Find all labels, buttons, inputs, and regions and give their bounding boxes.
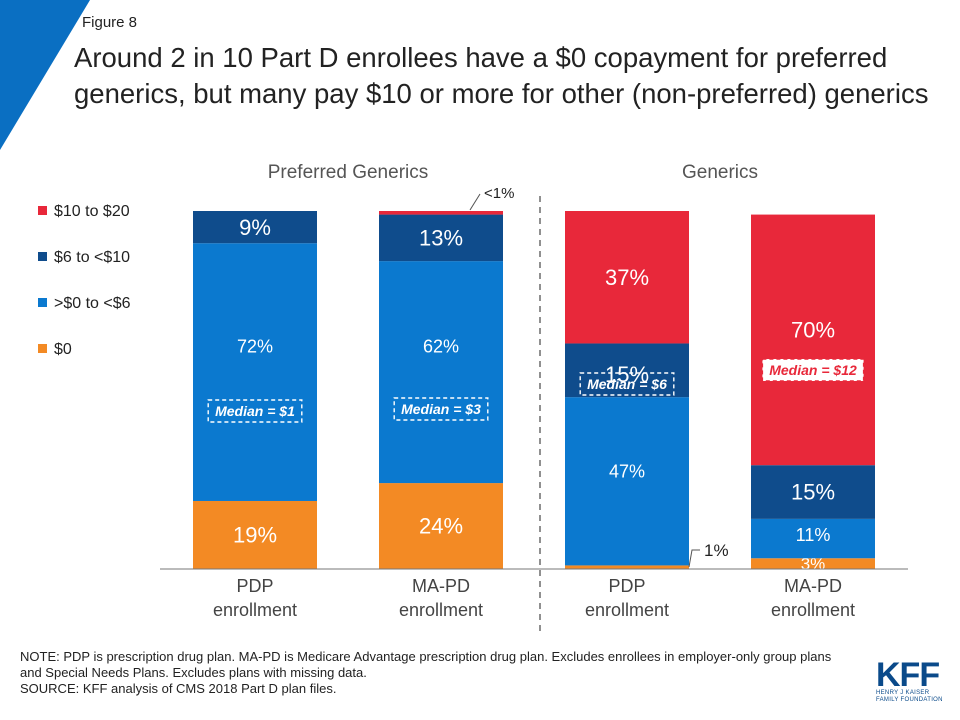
median-label: Median = $3 (401, 401, 481, 417)
data-label: <1% (484, 185, 514, 202)
data-label: 13% (419, 226, 463, 251)
legend-swatch (38, 344, 47, 353)
median-label: Median = $6 (587, 376, 667, 392)
data-label: 9% (239, 215, 271, 240)
bar-segment (379, 211, 503, 215)
legend-label: $6 to <$10 (54, 249, 130, 266)
chart-area: Preferred Generics Generics $10 to $20 $6 t… (0, 150, 960, 640)
x-tick-label: enrollment (771, 600, 855, 620)
legend-swatch (38, 206, 47, 215)
bar-segment (379, 261, 503, 484)
median-box (207, 399, 303, 423)
legend-label: $10 to $20 (54, 203, 130, 220)
median-box (579, 372, 675, 396)
median-label: Median = $12 (769, 362, 857, 378)
legend-swatch (38, 252, 47, 261)
bar-segment (193, 243, 317, 501)
bar-segment (565, 565, 689, 569)
legend-label: >$0 to <$6 (54, 295, 131, 312)
group-header: Preferred Generics (268, 162, 429, 183)
chart-title: Around 2 in 10 Part D enrollees have a $… (74, 42, 929, 109)
x-tick-label: PDP (236, 576, 273, 596)
source-text: SOURCE: KFF analysis of CMS 2018 Part D … (20, 681, 337, 696)
median-label: Median = $1 (215, 403, 295, 419)
median-box (393, 397, 489, 421)
data-label: 72% (237, 336, 273, 356)
bar-segment (565, 343, 689, 398)
callout-line (469, 193, 481, 211)
bar-segment (751, 214, 875, 466)
bar-segment (379, 483, 503, 569)
data-label: 24% (419, 514, 463, 539)
bar-segment (193, 500, 317, 569)
bar-segment (565, 211, 689, 344)
legend-swatch (38, 298, 47, 307)
figure-label: Figure 8 (82, 14, 138, 31)
data-label: 19% (233, 523, 277, 548)
median-box (761, 358, 865, 382)
data-label: 15% (605, 362, 649, 387)
group-header: Generics (682, 162, 758, 183)
data-label: 70% (791, 318, 835, 343)
x-tick-label: enrollment (399, 600, 483, 620)
bar-segment (751, 465, 875, 519)
bar-segment (751, 518, 875, 559)
legend-label: $0 (54, 341, 72, 358)
x-tick-label: enrollment (213, 600, 297, 620)
data-label: 15% (791, 480, 835, 505)
stacked-bar-chart: Preferred Generics Generics $10 to $20 $6 t… (38, 162, 908, 635)
bar-segment (565, 397, 689, 566)
note-text: NOTE: PDP is prescription drug plan. MA-… (20, 649, 832, 680)
data-label: 37% (605, 265, 649, 290)
callout-line (688, 549, 700, 568)
data-label: 1% (704, 541, 729, 560)
x-tick-label: PDP (608, 576, 645, 596)
x-tick-label: MA-PD (412, 576, 470, 596)
x-tick-label: MA-PD (784, 576, 842, 596)
data-label: 47% (609, 462, 645, 482)
footnote: NOTE: PDP is prescription drug plan. MA-… (20, 649, 840, 697)
bar-segment (751, 558, 875, 569)
logo-mark: KFF (876, 656, 940, 694)
bar-segment (193, 211, 317, 244)
corner-accent (0, 0, 90, 150)
x-tick-label: enrollment (585, 600, 669, 620)
data-label: 62% (423, 336, 459, 356)
kff-logo: KFF HENRY J KAISER FAMILY FOUNDATION (876, 656, 946, 704)
data-label: 11% (796, 525, 831, 545)
logo-subtext: HENRY J KAISER FAMILY FOUNDATION (876, 690, 943, 703)
bar-segment (379, 214, 503, 262)
